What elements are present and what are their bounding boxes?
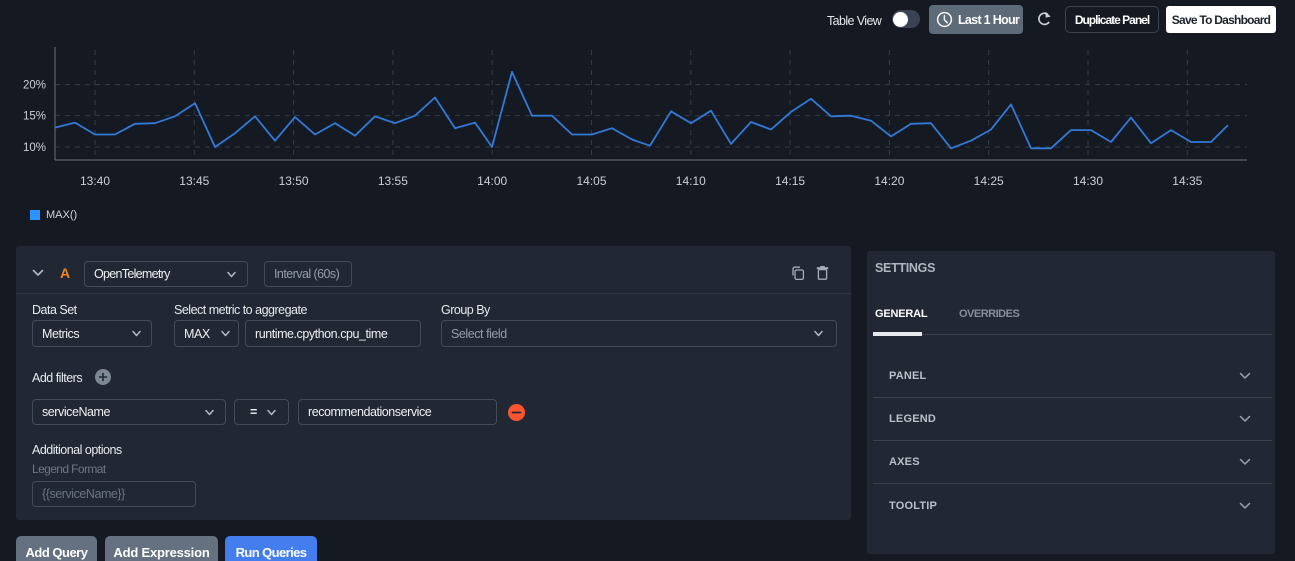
svg-text:14:20: 14:20 — [874, 174, 904, 188]
svg-text:13:40: 13:40 — [80, 174, 110, 188]
svg-text:13:55: 13:55 — [378, 174, 408, 188]
svg-text:10%: 10% — [23, 142, 46, 154]
svg-text:14:10: 14:10 — [676, 174, 706, 188]
svg-text:20%: 20% — [23, 80, 46, 92]
svg-text:14:30: 14:30 — [1073, 174, 1103, 188]
svg-text:14:15: 14:15 — [775, 174, 805, 188]
svg-text:14:05: 14:05 — [576, 174, 606, 188]
svg-text:14:25: 14:25 — [974, 174, 1004, 188]
svg-text:15%: 15% — [23, 111, 46, 123]
svg-text:14:35: 14:35 — [1172, 174, 1202, 188]
svg-text:13:50: 13:50 — [279, 174, 309, 188]
svg-text:14:00: 14:00 — [477, 174, 507, 188]
svg-text:13:45: 13:45 — [179, 174, 209, 188]
